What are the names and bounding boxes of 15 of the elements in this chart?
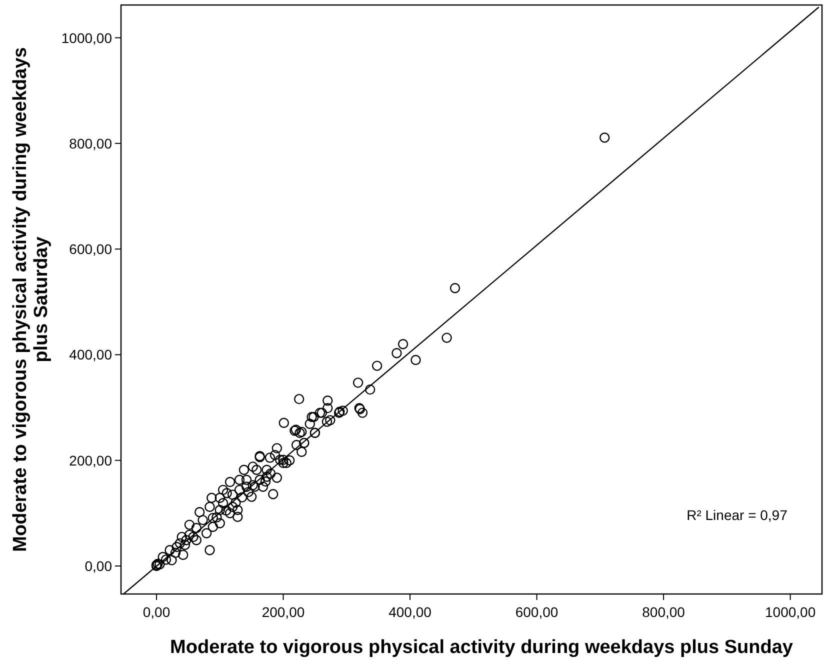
y-tick-label: 400,00	[69, 346, 112, 363]
x-axis-title: Moderate to vigorous physical activity during weekdays plus Sunday	[170, 637, 794, 658]
x-tick-label: 600,00	[515, 604, 558, 620]
y-tick-label: 800,00	[69, 135, 112, 152]
y-tick-label: 0,00	[84, 558, 112, 574]
y-tick-label: 600,00	[69, 241, 112, 258]
x-tick-label: 1000,00	[765, 604, 816, 620]
x-tick-label: 800,00	[642, 604, 686, 620]
y-tick-label: 200,00	[69, 452, 112, 468]
annotation: R² Linear = 0,97	[686, 507, 788, 523]
y-tick-label: 1000,00	[61, 30, 112, 46]
x-tick-label: 200,00	[262, 604, 305, 620]
x-tick-label: 0,00	[142, 604, 170, 620]
x-tick-label: 400,00	[388, 604, 432, 620]
y-axis-title: Moderate to vigorous physical activity during weekdays plus Saturday	[10, 47, 52, 552]
